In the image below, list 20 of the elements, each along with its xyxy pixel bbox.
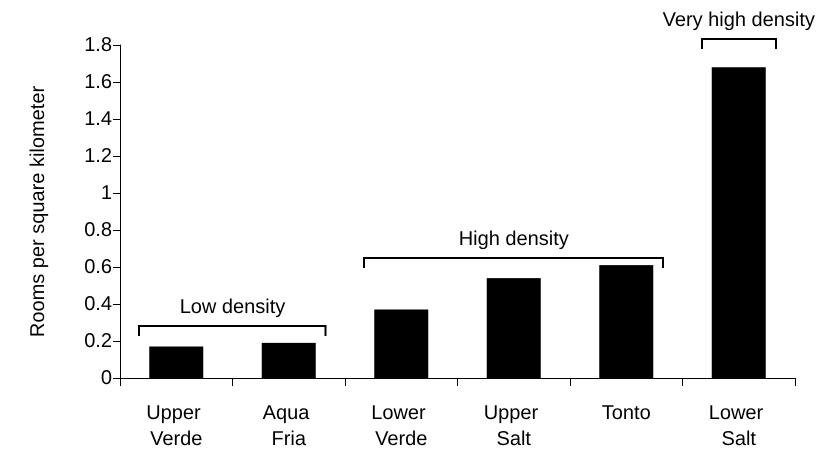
y-tick-label: 0 [100,367,112,389]
y-tick-label: 1.2 [84,145,112,167]
x-tick-label: Lower Verde [371,402,432,450]
y-tick-label: 0.2 [84,330,112,352]
y-tick-label: 1.6 [84,71,112,93]
y-tick-label: 1 [100,182,112,204]
text: Very high density [662,9,816,32]
y-tick-label: 0.6 [84,256,112,278]
y-axis-title: Rooms per square kilometer [27,86,49,338]
y-tick-label: 0.8 [84,219,112,241]
annotation: High density [458,228,570,251]
x-tick-label: Upper Verde [146,402,206,450]
x-tick-label: Lower Salt [708,402,769,450]
x-tick-label: Upper Salt [484,402,544,450]
y-tick-label: 1.8 [84,34,112,56]
x-tick-label: Tonto [602,402,651,424]
x-tick-label: Aqua Fria [262,402,315,450]
y-tick-label: 0.4 [84,293,112,315]
annotation: Low density [180,296,286,318]
y-tick-label: 1.4 [84,108,112,130]
